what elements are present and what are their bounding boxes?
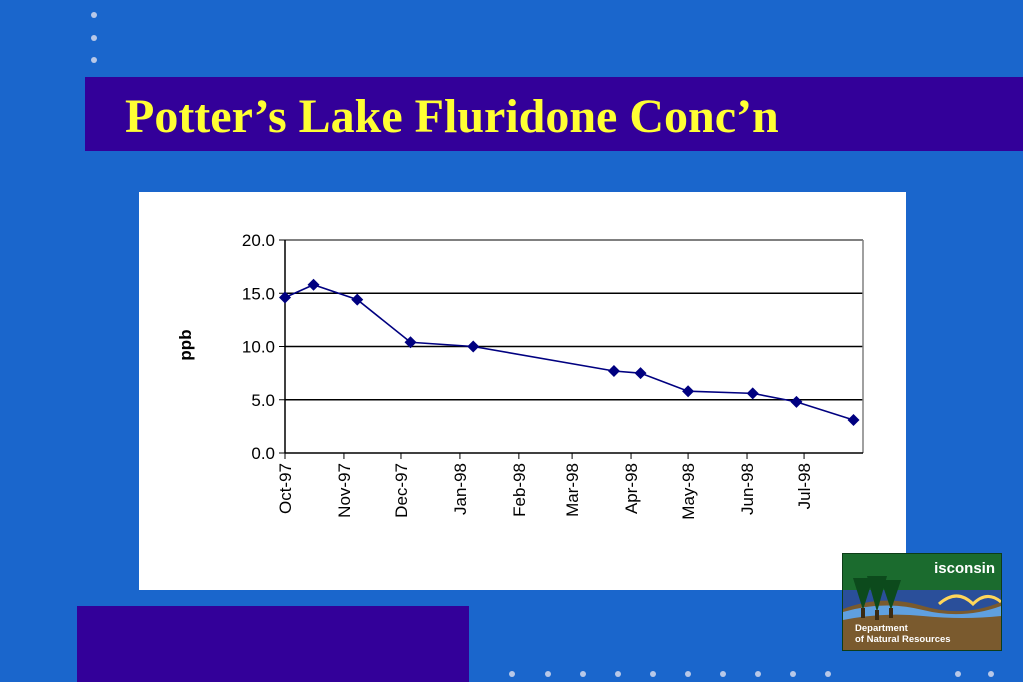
data-point-marker bbox=[351, 293, 364, 306]
slide-title: Potter’s Lake Fluridone Conc’n bbox=[125, 90, 779, 143]
y-tick-label: 0.0 bbox=[251, 444, 275, 463]
data-point-marker bbox=[467, 340, 480, 353]
decor-dot bbox=[91, 35, 97, 41]
x-tick-label: Dec-97 bbox=[392, 463, 411, 518]
x-tick-label: Jun-98 bbox=[738, 463, 757, 515]
data-point-marker bbox=[307, 278, 320, 291]
decor-dot bbox=[615, 671, 621, 677]
logo-word: isconsin bbox=[934, 560, 995, 577]
logo-resources-text: of Natural Resources bbox=[855, 634, 951, 645]
data-point-marker bbox=[682, 385, 695, 398]
x-tick-label: Jan-98 bbox=[451, 463, 470, 515]
decor-dot bbox=[720, 671, 726, 677]
decor-dot bbox=[988, 671, 994, 677]
wisconsin-dnr-logo: isconsin Department of Natural Resources bbox=[842, 553, 1002, 651]
y-tick-label: 15.0 bbox=[242, 284, 275, 303]
data-point-marker bbox=[746, 387, 759, 400]
x-tick-label: Oct-97 bbox=[276, 463, 295, 514]
chart-panel: ppb 0.0 5.0 10.0 15.0 20.0 Oct-97 Nov-97 Dec-97… bbox=[139, 192, 906, 590]
decor-dot bbox=[509, 671, 515, 677]
logo-artwork bbox=[843, 576, 1001, 650]
x-tick-label: Nov-97 bbox=[335, 463, 354, 518]
data-point-marker bbox=[279, 291, 291, 304]
title-band: Potter’s Lake Fluridone Conc’n bbox=[85, 77, 1023, 151]
x-tick-label: Mar-98 bbox=[563, 463, 582, 517]
data-point-marker bbox=[634, 367, 647, 380]
decor-dot bbox=[580, 671, 586, 677]
y-tick-label: 5.0 bbox=[251, 391, 275, 410]
data-point-marker bbox=[607, 364, 620, 377]
y-tick-label: 10.0 bbox=[242, 338, 275, 357]
x-tick-label: May-98 bbox=[679, 463, 698, 520]
y-axis-title: ppb bbox=[176, 329, 195, 360]
line-chart: ppb 0.0 5.0 10.0 15.0 20.0 Oct-97 Nov-97 Dec-97… bbox=[176, 231, 864, 520]
x-tick-label: Apr-98 bbox=[622, 463, 641, 514]
decor-dot bbox=[955, 671, 961, 677]
y-tick-label: 20.0 bbox=[242, 231, 275, 250]
decor-dot bbox=[650, 671, 656, 677]
logo-department-text: Department bbox=[855, 623, 908, 634]
decor-dot bbox=[790, 671, 796, 677]
decor-dot bbox=[825, 671, 831, 677]
decor-dot bbox=[755, 671, 761, 677]
data-point-marker bbox=[847, 413, 860, 426]
x-tick-label: Jul-98 bbox=[795, 463, 814, 509]
decor-dot bbox=[91, 12, 97, 18]
decor-dot bbox=[685, 671, 691, 677]
decor-dot bbox=[91, 57, 97, 63]
decor-dot bbox=[545, 671, 551, 677]
x-tick-label: Feb-98 bbox=[510, 463, 529, 517]
bottom-accent-block bbox=[77, 606, 469, 682]
data-point-marker bbox=[790, 395, 803, 408]
data-point-marker bbox=[404, 336, 417, 349]
